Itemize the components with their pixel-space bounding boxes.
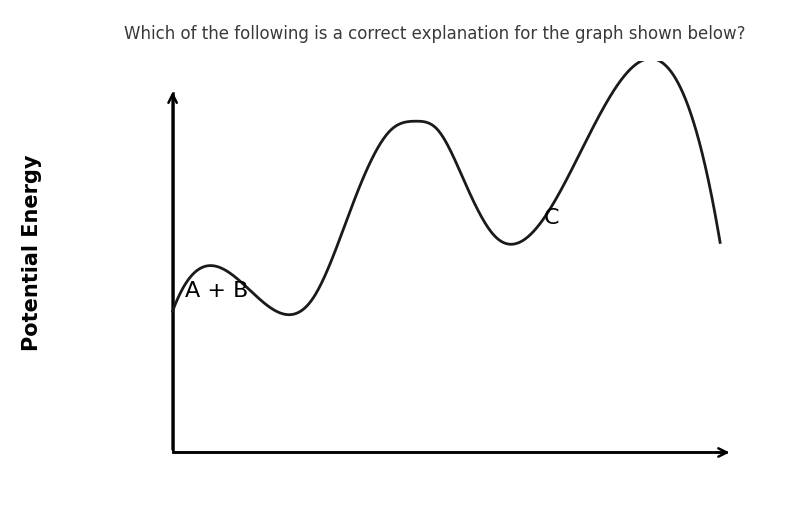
Text: C: C (544, 208, 559, 228)
Text: Potential Energy: Potential Energy (21, 154, 42, 351)
Text: A + B: A + B (185, 281, 248, 301)
Text: Which of the following is a correct explanation for the graph shown below?: Which of the following is a correct expl… (124, 25, 745, 43)
